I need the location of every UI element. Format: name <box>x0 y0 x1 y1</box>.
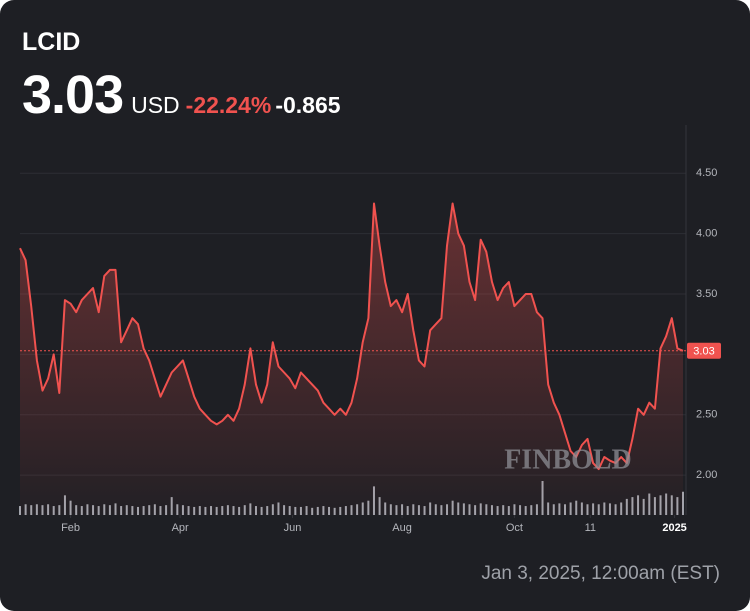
price: 3.03 <box>22 65 124 125</box>
y-tick-label: 2.50 <box>696 409 717 421</box>
price-row: 3.03 USD -22.24% -0.865 <box>22 64 341 126</box>
currency: USD <box>131 92 180 118</box>
x-tick-label: Apr <box>172 522 189 534</box>
change: -0.865 <box>275 92 341 118</box>
change-percent: -22.24% <box>185 92 272 118</box>
y-tick-label: 4.50 <box>696 167 717 179</box>
x-tick-label: 2025 <box>662 522 686 534</box>
y-tick-label: 4.00 <box>696 228 717 240</box>
timestamp: Jan 3, 2025, 12:00am (EST) <box>481 563 720 584</box>
price-line <box>19 202 684 471</box>
x-tick-label: Feb <box>61 522 80 534</box>
x-tick-label: Jun <box>284 522 302 534</box>
x-tick-label: Aug <box>392 522 412 534</box>
last-price-box <box>687 342 721 359</box>
watermark: FINBOLD <box>504 444 632 475</box>
x-tick-label: 11 <box>585 522 596 534</box>
area-fill <box>20 203 683 515</box>
last-price-label: 3.03 <box>693 346 714 358</box>
symbol: LCID <box>22 28 81 56</box>
y-tick-label: 3.50 <box>696 288 717 300</box>
y-tick-label: 2.00 <box>696 469 717 481</box>
x-tick-label: Oct <box>506 522 523 534</box>
